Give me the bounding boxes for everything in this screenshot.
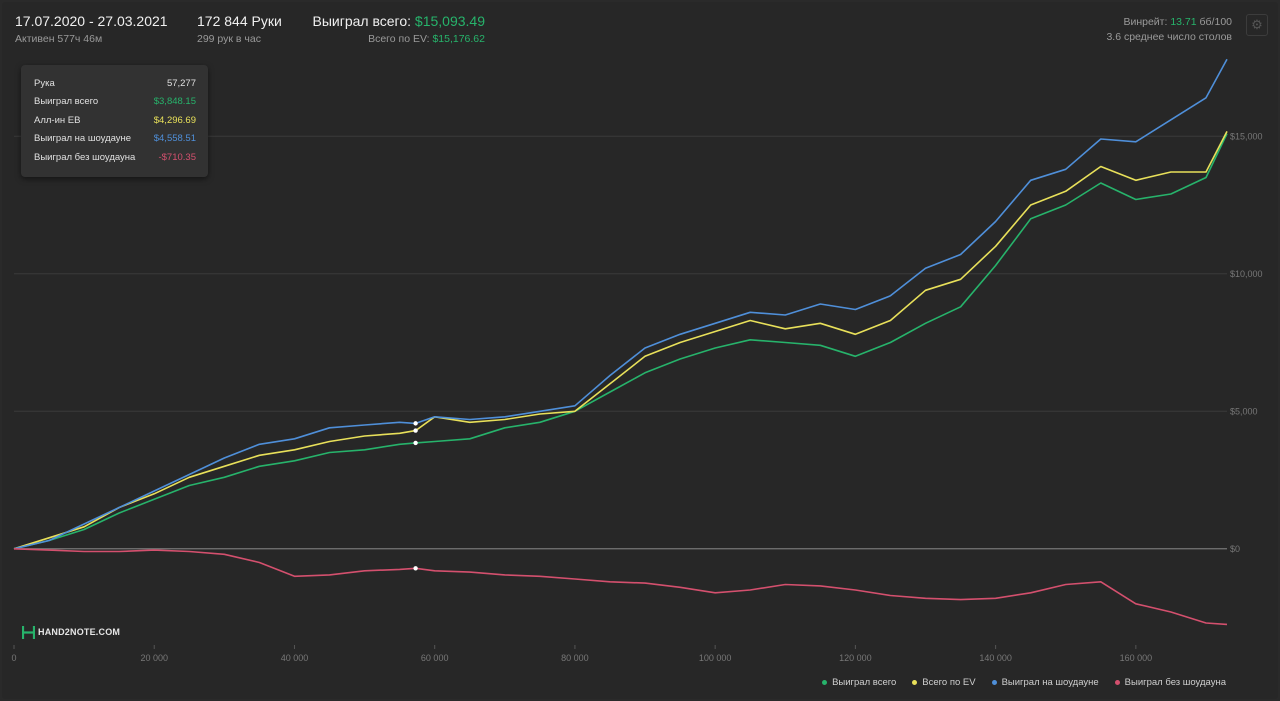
x-tick-label: 20 000 bbox=[140, 653, 168, 663]
winrate-block: Винрейт: 13.71 бб/100 3.6 среднее число … bbox=[1106, 16, 1232, 43]
period-block: 17.07.2020 - 27.03.2021 Активен 577ч 46м bbox=[15, 13, 168, 45]
x-tick-label: 160 000 bbox=[1120, 653, 1153, 663]
tooltip-value: -$710.35 bbox=[158, 152, 196, 163]
hands-per-hour: 299 рук в час bbox=[197, 33, 261, 45]
legend-item[interactable]: Всего по EV bbox=[912, 677, 976, 688]
tooltip-value: 57,277 bbox=[166, 78, 196, 89]
won-line bbox=[13, 133, 1228, 550]
x-tick-label: 40 000 bbox=[281, 653, 309, 663]
tooltip-value: $4,558.51 bbox=[153, 133, 196, 144]
y-tick-label: $15,000 bbox=[1230, 131, 1263, 141]
ev-value: $15,176.62 bbox=[432, 33, 485, 45]
tooltip-row: Рука 57,277 bbox=[34, 78, 196, 92]
won-label: Выиграл всего: bbox=[312, 13, 412, 29]
legend-label: Выиграл всего bbox=[832, 677, 897, 688]
x-tick-label: 140 000 bbox=[979, 653, 1012, 663]
legend-item[interactable]: Выиграл на шоудауне bbox=[991, 677, 1099, 688]
legend-dot-icon bbox=[1114, 680, 1120, 685]
x-tick-label: 80 000 bbox=[561, 653, 589, 663]
hover-point bbox=[413, 421, 418, 426]
y-tick-label: $0 bbox=[1230, 544, 1240, 554]
active-time: Активен 577ч 46м bbox=[15, 33, 103, 45]
won-value: $15,093.49 bbox=[414, 13, 485, 29]
period-range: 17.07.2020 - 27.03.2021 bbox=[15, 13, 168, 29]
hover-point bbox=[413, 566, 418, 571]
hand-tooltip: Рука 57,277 Выиграл всего $3,848.15 Алл-ин… bbox=[21, 65, 208, 177]
tooltip-label: Выиграл на шоудауне bbox=[34, 133, 132, 144]
tooltip-value: $3,848.15 bbox=[153, 96, 196, 107]
legend-label: Всего по EV bbox=[922, 677, 976, 688]
chart-legend: Выиграл всего Всего по EV Выиграл на шоу… bbox=[822, 677, 1226, 688]
y-tick-label: $10,000 bbox=[1230, 269, 1263, 279]
h2n-logo-icon bbox=[22, 626, 35, 639]
legend-label: Выиграл на шоудауне bbox=[1001, 677, 1099, 688]
legend-item[interactable]: Выиграл без шоудауна bbox=[1114, 677, 1226, 688]
hover-point bbox=[413, 428, 418, 433]
tooltip-label: Выиграл всего bbox=[34, 96, 99, 107]
legend-dot-icon bbox=[991, 680, 997, 685]
legend-item[interactable]: Выиграл всего bbox=[822, 677, 896, 688]
tooltip-label: Алл-ин EB bbox=[34, 115, 81, 126]
y-tick-label: $5,000 bbox=[1230, 406, 1258, 416]
tooltip-label: Выиграл без шоудауна bbox=[34, 152, 136, 163]
winrate-value: 13.71 bbox=[1170, 16, 1197, 28]
tooltip-row: Выиграл без шоудауна -$710.35 bbox=[34, 152, 196, 166]
hands-count: 172 844 Руки bbox=[197, 13, 282, 29]
tooltip-row: Выиграл на шоудауне $4,558.51 bbox=[34, 133, 196, 147]
winrate-unit: бб/100 bbox=[1199, 16, 1232, 28]
gear-icon[interactable]: ⚙ bbox=[1246, 14, 1268, 36]
x-tick-label: 120 000 bbox=[839, 653, 872, 663]
avg-tables: 3.6 среднее число столов bbox=[1106, 31, 1232, 43]
x-tick-label: 100 000 bbox=[699, 653, 732, 663]
legend-dot-icon bbox=[822, 680, 828, 685]
tooltip-row: Выиграл всего $3,848.15 bbox=[34, 96, 196, 110]
ev-line bbox=[13, 131, 1228, 550]
legend-dot-icon bbox=[912, 680, 918, 685]
x-tick-label: 0 bbox=[11, 653, 16, 663]
brand-logo: HAND2NOTE.COM bbox=[22, 625, 120, 640]
tooltip-row: Алл-ин EB $4,296.69 bbox=[34, 115, 196, 129]
hover-point bbox=[413, 440, 418, 446]
legend-label: Выиграл без шоудауна bbox=[1124, 677, 1226, 688]
winrate-label: Винрейт: bbox=[1123, 16, 1168, 28]
nonshowdown-line bbox=[13, 548, 1228, 626]
tooltip-label: Рука bbox=[34, 78, 55, 89]
x-tick-label: 60 000 bbox=[421, 653, 449, 663]
won-block: Выиграл всего: $15,093.49 Всего по EV: $… bbox=[309, 13, 485, 45]
showdown-line bbox=[13, 58, 1228, 550]
hands-block: 172 844 Руки 299 рук в час bbox=[197, 13, 282, 45]
ev-label: Всего по EV: bbox=[368, 33, 430, 45]
tooltip-value: $4,296.69 bbox=[153, 115, 196, 126]
brand-text: HAND2NOTE.COM bbox=[38, 626, 121, 637]
